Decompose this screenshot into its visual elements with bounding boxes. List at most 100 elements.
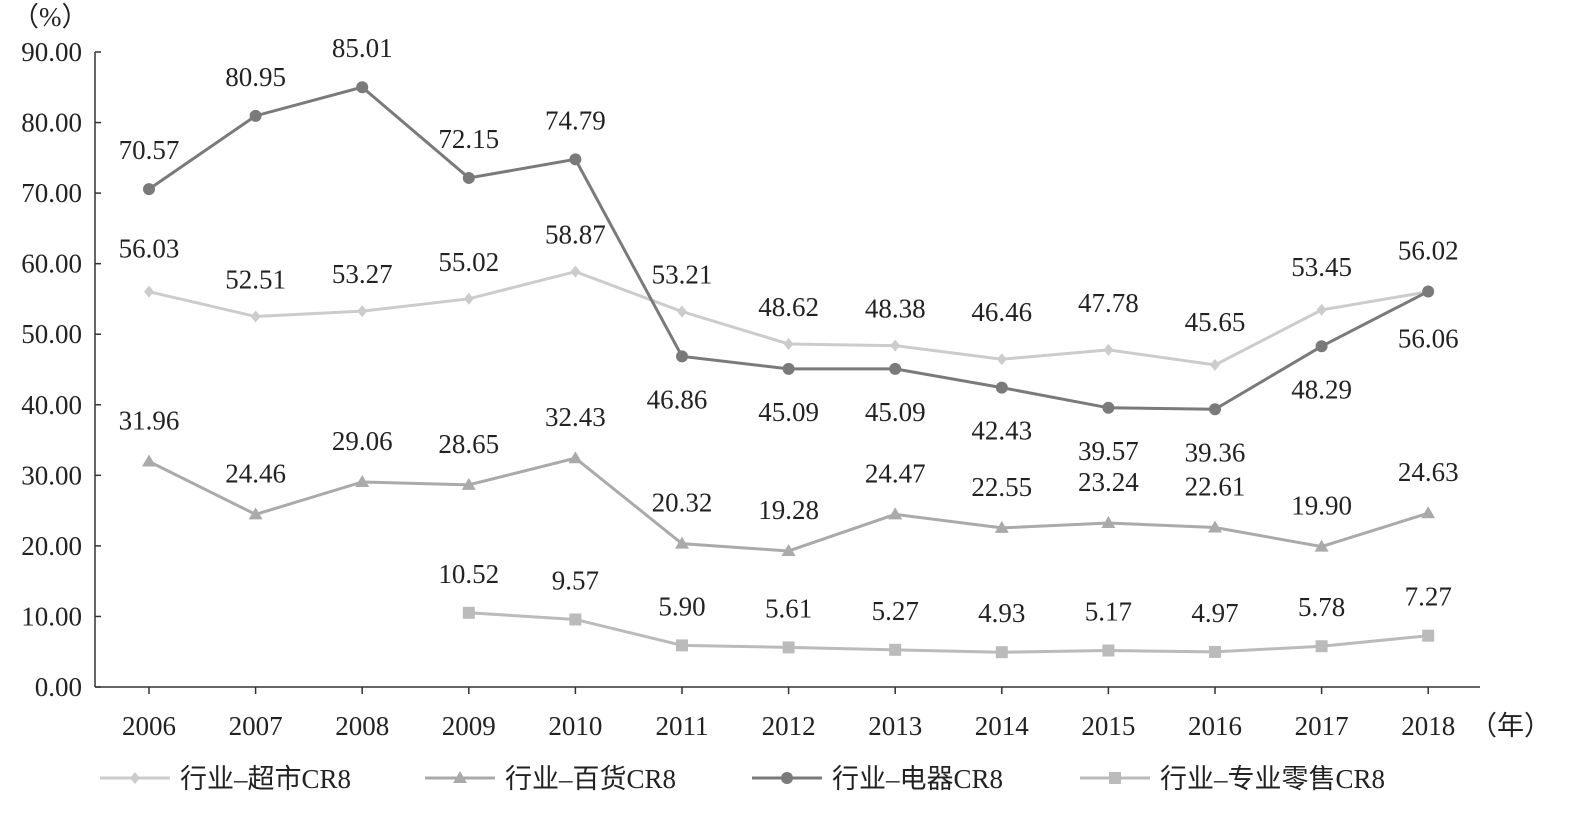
data-label: 56.02 (1398, 236, 1459, 266)
data-label: 5.17 (1085, 597, 1132, 627)
data-label: 28.65 (438, 429, 499, 459)
legend-entry-label: 行业–百货CR8 (505, 764, 676, 794)
data-label: 72.15 (438, 124, 499, 154)
data-label: 19.28 (758, 495, 819, 525)
data-label: 56.03 (119, 234, 180, 264)
data-label: 70.57 (119, 135, 180, 165)
legend: 行业–超市CR8 行业–百货CR8 行业–电器CR8 行业–专业零售CR8 (100, 764, 1385, 794)
data-point-diamond (357, 305, 368, 318)
y-tick-label: 80.00 (21, 108, 82, 138)
data-point-square (995, 646, 1008, 659)
x-unit-label: （年） (1470, 711, 1551, 741)
data-point-triangle (248, 507, 263, 520)
data-label: 85.01 (332, 33, 393, 63)
x-tick-label: 2015 (1081, 711, 1135, 741)
x-tick-label: 2010 (548, 711, 602, 741)
series-markers (142, 81, 1436, 659)
data-point-diamond (890, 339, 901, 352)
data-label: 22.55 (971, 472, 1032, 502)
x-tick-label: 2014 (975, 711, 1030, 741)
data-point-triangle (1101, 516, 1116, 529)
data-label: 46.86 (647, 384, 708, 414)
data-label: 23.24 (1078, 467, 1139, 497)
data-point-diamond (144, 285, 154, 298)
data-point-circle (249, 109, 262, 122)
data-point-circle (356, 81, 369, 94)
data-label: 31.96 (119, 406, 180, 436)
data-point-triangle (461, 477, 476, 490)
data-label: 58.87 (545, 220, 606, 250)
data-point-circle (782, 362, 795, 375)
data-label: 22.61 (1185, 471, 1246, 501)
data-point-triangle (1208, 520, 1222, 533)
data-label: 46.46 (971, 297, 1032, 327)
data-label: 39.36 (1185, 437, 1246, 467)
data-point-square (676, 639, 688, 652)
data-point-triangle (568, 451, 583, 464)
y-tick-label: 60.00 (21, 249, 82, 279)
data-point-diamond (570, 265, 581, 278)
data-point-square (1209, 645, 1221, 658)
data-point-triangle (142, 454, 156, 467)
y-tick-label: 50.00 (21, 319, 82, 349)
data-point-diamond (1103, 343, 1114, 356)
data-point-square (782, 641, 795, 654)
data-point-diamond (996, 353, 1007, 366)
data-label: 4.93 (978, 598, 1025, 628)
data-point-circle (781, 772, 793, 784)
x-tick-label: 2011 (656, 711, 709, 741)
x-tick-label: 2006 (122, 711, 176, 741)
y-tick-label: 70.00 (21, 178, 82, 208)
data-point-circle (676, 350, 688, 363)
data-point-diamond (1210, 358, 1220, 371)
data-label: 48.62 (758, 292, 819, 322)
data-label: 53.45 (1291, 252, 1352, 282)
data-label: 10.52 (438, 559, 499, 589)
data-point-triangle (1421, 506, 1436, 519)
data-label: 45.65 (1185, 307, 1246, 337)
data-point-triangle (888, 507, 903, 520)
series-line (148, 85, 1429, 411)
x-tick-label: 2013 (868, 711, 922, 741)
data-label: 32.43 (545, 402, 606, 432)
data-point-circle (1315, 340, 1328, 353)
x-tick-label: 2009 (442, 711, 496, 741)
data-point-circle (889, 362, 902, 375)
data-label: 7.27 (1405, 582, 1452, 612)
data-label: 5.27 (872, 596, 919, 626)
x-tick-label: 2016 (1188, 711, 1242, 741)
data-point-circle (143, 183, 155, 196)
data-point-square (1315, 640, 1328, 653)
data-point-square (1102, 644, 1115, 657)
data-label: 5.61 (765, 593, 812, 623)
data-point-triangle (355, 474, 370, 487)
data-label: 39.57 (1078, 436, 1139, 466)
data-label: 42.43 (971, 416, 1032, 446)
data-point-circle (569, 153, 582, 166)
y-tick-label: 20.00 (21, 531, 82, 561)
x-tick-label: 2017 (1295, 711, 1349, 741)
y-tick-label: 90.00 (21, 37, 82, 67)
data-label: 47.78 (1078, 288, 1139, 318)
data-point-circle (1422, 285, 1435, 298)
y-unit-label: （%） (12, 2, 89, 32)
data-label: 5.78 (1298, 592, 1345, 622)
x-tick-label: 2012 (762, 711, 816, 741)
data-point-triangle (1314, 539, 1329, 552)
data-label: 9.57 (552, 565, 599, 595)
data-label: 24.63 (1398, 457, 1459, 487)
data-point-square (889, 643, 902, 656)
data-label: 29.06 (332, 426, 393, 456)
legend-entry-label: 行业–电器CR8 (832, 764, 1003, 794)
data-point-triangle (994, 520, 1009, 533)
data-label: 48.38 (865, 294, 926, 324)
data-label: 24.47 (865, 458, 926, 488)
legend-entry-label: 行业–专业零售CR8 (1160, 764, 1385, 794)
data-label: 48.29 (1291, 374, 1352, 404)
data-point-diamond (677, 305, 687, 318)
data-point-triangle (453, 771, 467, 783)
data-point-diamond (1316, 303, 1327, 316)
data-point-square (1109, 772, 1121, 784)
data-label: 45.09 (865, 397, 926, 427)
data-point-diamond (250, 310, 261, 323)
